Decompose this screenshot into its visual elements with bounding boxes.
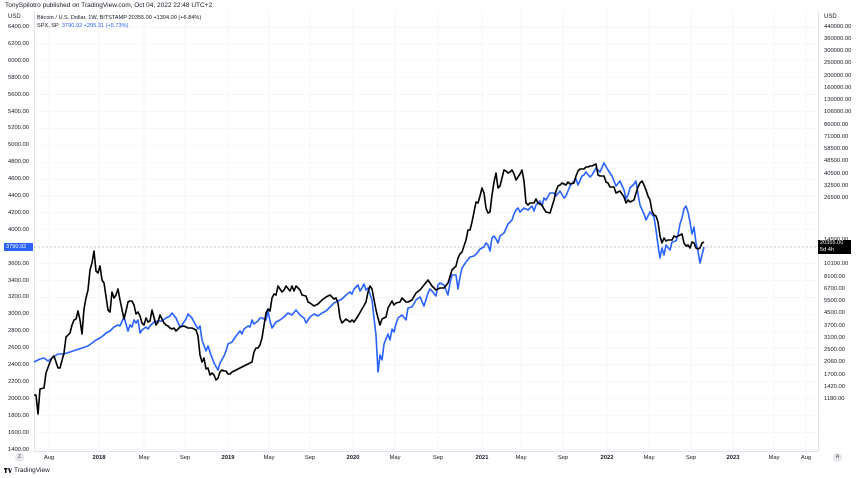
legend-spx-values: 3790.92 +205.31 (+5.73%) [61, 23, 129, 29]
right-axis-tick: 360000.00 [824, 36, 852, 42]
btc-price-tag: 20355.00 5d 4h [818, 240, 851, 254]
right-axis-tick: 32500.00 [824, 183, 849, 189]
right-axis-tick: 40500.00 [824, 171, 849, 177]
time-axis-tick: Aug [800, 455, 812, 461]
time-axis[interactable]: Aug 2018 May Sep 2019 May Sep 2020 May Sep 2021 May… [34, 451, 818, 464]
time-axis-tick: 2022 [600, 455, 614, 461]
time-axis-tick: 2023 [726, 455, 740, 461]
right-price-axis[interactable]: USD 440000.00 360000.00 300000.00 250000.00… [818, 11, 857, 451]
left-axis-tick: 2600.00 [8, 345, 29, 352]
right-axis-tick: 200000.00 [824, 73, 852, 79]
right-axis-tick: 5500.00 [824, 298, 845, 304]
time-axis-tick: May [138, 455, 150, 461]
tradingview-icon [4, 468, 12, 473]
time-axis-tick: 2021 [475, 455, 489, 461]
left-axis-tick: 2000.00 [8, 395, 29, 402]
right-axis-tick: 130000.00 [824, 97, 852, 103]
right-axis-tick: 1180.00 [824, 396, 845, 402]
spx-line-series [33, 162, 705, 373]
legend-spx-symbol: SPX, SP [37, 23, 59, 29]
publisher-caption: TonySpilotro published on TradingView.co… [5, 2, 213, 9]
left-axis-tick: 6200.00 [8, 40, 29, 47]
legend-spx[interactable]: SPX, SP 3790.92 +205.31 (+5.73%) [37, 22, 201, 30]
right-axis-tick: 6700.00 [824, 286, 845, 292]
spx-price-tag: 3790.92 [4, 243, 33, 251]
right-axis-tick: 26500.00 [824, 195, 849, 201]
left-axis-tick: 2800.00 [8, 328, 29, 335]
left-axis-tick: 1800.00 [8, 412, 29, 419]
left-axis-tick: 2200.00 [8, 378, 29, 385]
right-axis-tick: 4500.00 [824, 310, 845, 316]
tradingview-wordmark: TradingView [14, 467, 50, 474]
left-axis-tick: 5600.00 [8, 91, 29, 98]
left-axis-tick: 1400.00 [8, 446, 29, 453]
left-scale-mode-button[interactable]: Z [15, 453, 24, 462]
left-axis-tick: 4800.00 [8, 159, 29, 166]
right-axis-tick: 440000.00 [824, 24, 852, 30]
left-axis-tick: 5200.00 [8, 125, 29, 132]
time-axis-tick: Sep [179, 455, 191, 461]
left-axis-tick: 3600.00 [8, 260, 29, 267]
left-axis-tick: 3200.00 [8, 294, 29, 301]
time-axis-tick: May [643, 455, 655, 461]
time-axis-tick: 2020 [346, 455, 360, 461]
right-axis-tick: 160000.00 [824, 85, 852, 91]
left-axis-tick: 4000.00 [8, 226, 29, 233]
time-axis-tick: Sep [685, 455, 697, 461]
right-axis-tick: 106000.00 [824, 109, 852, 115]
right-axis-tick: 1700.00 [824, 372, 845, 378]
time-axis-tick: 2018 [92, 455, 106, 461]
left-axis-tick: 3400.00 [8, 277, 29, 284]
legend-btc[interactable]: Bitcoin / U.S. Dollar, 1W, BITSTAMP 2035… [37, 15, 202, 21]
right-axis-tick: 86000.00 [824, 122, 849, 128]
tradingview-logo[interactable]: TradingView [4, 467, 50, 474]
time-axis-tick: May [389, 455, 401, 461]
left-axis-tick: 5400.00 [8, 108, 29, 115]
btc-line-series [34, 163, 705, 415]
left-axis-tick: 4600.00 [8, 176, 29, 183]
time-axis-tick: Sep [557, 455, 569, 461]
bar-countdown: 5d 4h [820, 246, 834, 253]
left-axis-tick: 4400.00 [8, 193, 29, 199]
left-currency-label: USD [8, 14, 21, 20]
left-axis-tick: 4200.00 [8, 209, 29, 216]
left-axis-tick: 5000.00 [8, 142, 29, 149]
time-axis-tick: May [768, 455, 780, 461]
right-currency-label: USD [824, 14, 837, 20]
right-axis-tick: 8100.00 [824, 274, 845, 280]
right-axis-tick: 2500.00 [824, 347, 845, 353]
time-axis-tick: May [515, 455, 527, 461]
right-axis-tick: 250000.00 [824, 60, 852, 66]
left-axis-tick: 5800.00 [8, 74, 29, 81]
right-axis-tick: 71000.00 [824, 134, 849, 140]
left-price-axis[interactable]: USD 6400.00 6200.00 6000.00 5800.00 5600.00 5… [4, 11, 35, 453]
right-axis-tick: 48500.00 [824, 158, 849, 164]
time-axis-tick: May [263, 455, 275, 461]
left-axis-tick: 6400.00 [8, 24, 29, 30]
left-axis-tick: 1600.00 [8, 429, 29, 436]
btc-price-value: 20355.00 [820, 240, 844, 246]
time-axis-tick: 2019 [221, 455, 235, 461]
right-axis-tick: 3700.00 [824, 323, 845, 329]
left-axis-tick: 6000.00 [8, 57, 29, 64]
left-axis-tick: 3000.00 [8, 311, 29, 318]
right-axis-tick: 58500.00 [824, 146, 849, 152]
right-axis-tick: 300000.00 [824, 48, 852, 54]
grid-lines [34, 11, 818, 451]
right-axis-tick: 2060.00 [824, 359, 845, 365]
time-axis-tick: Sep [304, 455, 316, 461]
chart-legend: Bitcoin / U.S. Dollar, 1W, BITSTAMP 2035… [37, 14, 201, 30]
right-axis-tick: 3100.00 [824, 335, 845, 341]
time-axis-tick: Aug [43, 455, 55, 461]
right-axis-tick: 10100.00 [824, 261, 849, 267]
auto-scale-button[interactable]: A [833, 453, 842, 462]
left-axis-tick: 2400.00 [8, 362, 29, 368]
right-axis-tick: 1420.00 [824, 384, 845, 390]
time-axis-tick: Sep [432, 455, 444, 461]
